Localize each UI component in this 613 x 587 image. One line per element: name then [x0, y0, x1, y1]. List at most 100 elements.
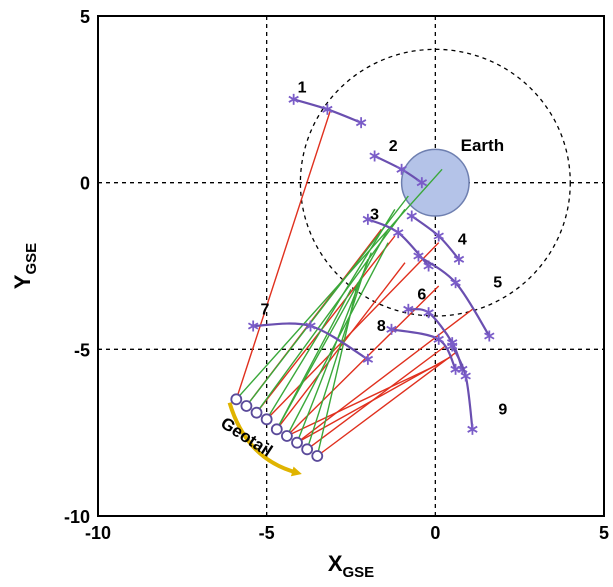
green-connection-line: [306, 259, 369, 450]
red-connection-line: [286, 285, 440, 437]
x-tick-label: 5: [599, 523, 609, 543]
asterisk-marker: [413, 250, 424, 262]
station-label: 6: [417, 286, 426, 303]
asterisk-stroke: [433, 232, 444, 240]
y-tick-label: 0: [80, 174, 90, 194]
asterisk-stroke: [413, 252, 424, 260]
asterisk-marker: [369, 150, 380, 162]
asterisk-stroke: [484, 332, 495, 340]
asterisk-marker: [453, 253, 465, 265]
green-connection-line: [316, 282, 359, 457]
y-tick-label: -10: [64, 507, 90, 527]
asterisk-marker: [393, 227, 404, 239]
asterisk-marker: [386, 323, 397, 335]
x-axis-title: XGSE: [328, 551, 374, 581]
asterisk-marker: [362, 213, 374, 225]
station-label: 5: [493, 275, 502, 292]
y-axis-title: YGSE: [10, 243, 40, 289]
asterisk-stroke: [362, 355, 374, 363]
asterisk-stroke: [450, 365, 461, 373]
grid-layer: [98, 16, 604, 516]
asterisk-marker: [396, 163, 407, 175]
asterisk-marker: [305, 320, 316, 332]
x-axis-title-main: X: [328, 551, 343, 576]
asterisk-marker: [433, 230, 444, 242]
asterisk-stroke: [423, 309, 434, 317]
asterisk-stroke: [460, 372, 471, 380]
station-label: 4: [458, 231, 467, 248]
asterisk-stroke: [369, 152, 380, 160]
x-axis-title-sub: GSE: [343, 564, 375, 581]
station-label: 1: [298, 80, 307, 97]
connection-lines-layer: [235, 109, 473, 457]
earth-label: Earth: [461, 136, 504, 155]
asterisk-marker: [362, 353, 374, 365]
asterisk-stroke: [355, 119, 367, 127]
plot-frame: [97, 15, 605, 517]
asterisk-marker: [484, 330, 495, 342]
geotail-position-marker: [250, 406, 263, 419]
geotail-position-marker: [240, 400, 253, 412]
y-axis-title-main: Y: [10, 274, 35, 289]
station-label: 9: [498, 401, 507, 418]
x-tick-label: -5: [259, 523, 275, 543]
geotail-layer: [227, 393, 324, 477]
asterisk-marker: [403, 303, 414, 315]
asterisk-marker: [355, 117, 367, 129]
asterisk-marker: [450, 277, 461, 289]
asterisk-marker: [450, 363, 461, 375]
station-labels-layer: 1 2 3 4 5 6 7 8 9: [261, 80, 508, 419]
y-tick-label: -5: [74, 340, 90, 360]
geotail-position-marker: [230, 393, 243, 406]
asterisk-stroke: [288, 95, 299, 103]
circles-layer: [299, 48, 571, 317]
asterisk-stroke: [450, 279, 461, 287]
asterisk-marker: [416, 177, 428, 189]
asterisk-stroke: [416, 179, 428, 187]
earth-disc: [400, 148, 470, 217]
asterisk-stroke: [396, 165, 407, 173]
geotail-position-marker: [270, 423, 283, 436]
tick-labels-layer: -10 -5 0 5 -10 -5 0 5: [64, 7, 609, 543]
asterisk-marker: [467, 423, 478, 435]
green-connection-line: [266, 208, 396, 420]
asterisk-stroke: [433, 335, 444, 343]
station-label: 8: [377, 318, 386, 335]
asterisk-marker: [433, 333, 444, 345]
red-connection-line: [286, 362, 443, 437]
green-connection-line: [296, 252, 372, 443]
station-curves-layer: [247, 93, 495, 435]
x-tick-label: -10: [85, 523, 111, 543]
asterisk-marker: [406, 210, 417, 222]
asterisk-stroke: [453, 255, 465, 263]
asterisk-marker: [322, 103, 333, 115]
station-label: 7: [261, 301, 270, 318]
asterisk-stroke: [305, 322, 316, 330]
asterisk-marker: [460, 370, 471, 382]
green-connection-line: [276, 289, 352, 430]
geotail-position-marker: [260, 413, 273, 426]
y-tick-label: 5: [80, 7, 90, 27]
asterisk-marker: [247, 320, 259, 332]
asterisk-stroke: [446, 342, 458, 350]
geotail-position-marker: [311, 450, 324, 462]
station-label: 2: [389, 138, 398, 155]
station-label: 3: [370, 206, 379, 223]
asterisk-stroke: [386, 325, 397, 333]
red-connection-line: [235, 109, 332, 400]
green-connection-line: [235, 168, 443, 400]
asterisk-stroke: [322, 105, 333, 113]
green-connection-line: [276, 228, 389, 430]
magnetosphere-dashed-circle: [299, 48, 571, 317]
red-connection-line: [255, 235, 396, 414]
asterisk-stroke: [467, 425, 478, 433]
asterisk-stroke: [247, 322, 259, 330]
asterisk-marker: [423, 307, 434, 319]
y-axis-title-sub: GSE: [23, 243, 40, 275]
station-curve: [451, 345, 474, 430]
geotail-position-marker: [291, 436, 303, 449]
geotail-position-marker: [281, 430, 293, 442]
asterisk-marker: [288, 93, 299, 105]
asterisk-stroke: [406, 212, 417, 220]
